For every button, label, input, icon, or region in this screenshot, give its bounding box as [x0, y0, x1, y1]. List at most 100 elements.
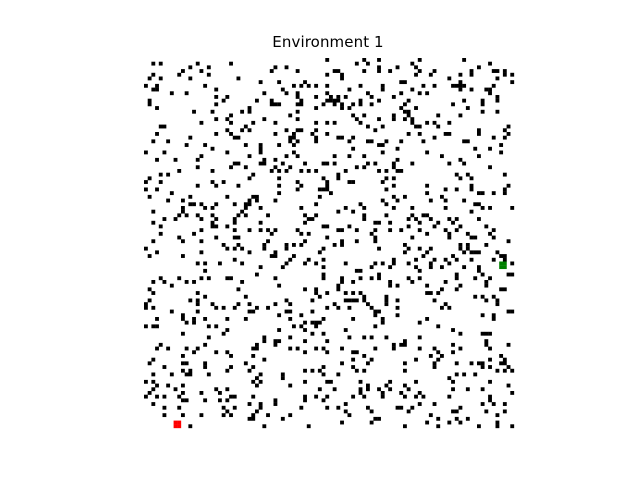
obstacle-cell	[373, 416, 378, 421]
obstacle-cell	[469, 235, 474, 240]
obstacle-cell	[447, 376, 452, 381]
obstacle-cell	[373, 228, 378, 233]
obstacle-cell	[414, 106, 418, 110]
obstacle-cell	[354, 368, 359, 373]
obstacle-cell	[188, 194, 193, 199]
obstacle-cell	[262, 335, 267, 340]
obstacle-cell	[162, 124, 167, 129]
obstacle-cell	[377, 143, 381, 147]
obstacle-cell	[369, 305, 374, 310]
obstacle-cell	[158, 231, 163, 236]
obstacle-cell	[177, 235, 182, 240]
obstacle-cell	[469, 87, 474, 92]
obstacle-cell	[262, 243, 267, 247]
obstacle-cell	[310, 331, 315, 336]
obstacle-cell	[391, 165, 396, 170]
obstacle-cell	[262, 157, 267, 162]
obstacle-cell	[169, 372, 174, 377]
obstacle-cell	[465, 231, 470, 236]
obstacle-cell	[447, 394, 452, 399]
obstacle-cell	[443, 187, 448, 192]
obstacle-cell	[258, 146, 263, 151]
obstacle-cell	[417, 220, 422, 225]
obstacle-cell	[469, 209, 474, 214]
obstacle-cell	[206, 276, 211, 281]
obstacle-cell	[243, 317, 248, 321]
obstacle-cell	[325, 91, 330, 96]
obstacle-cell	[358, 202, 363, 207]
obstacle-cell	[273, 402, 278, 406]
obstacle-cell	[247, 128, 252, 133]
obstacle-cell	[436, 220, 441, 225]
obstacle-cell	[443, 302, 448, 307]
obstacle-cell	[369, 409, 374, 414]
obstacle-cell	[221, 405, 226, 410]
obstacle-cell	[336, 135, 341, 140]
obstacle-cell	[391, 95, 396, 99]
obstacle-cell	[380, 320, 385, 325]
obstacle-cell	[451, 328, 455, 332]
obstacle-cell	[491, 235, 496, 240]
obstacle-cell	[151, 139, 156, 144]
obstacle-cell	[192, 109, 196, 114]
obstacle-cell	[280, 265, 285, 270]
obstacle-cell	[203, 342, 208, 347]
obstacle-cell	[347, 298, 352, 303]
obstacle-cell	[343, 169, 348, 173]
obstacle-cell	[169, 309, 174, 314]
obstacle-cell	[325, 187, 330, 192]
obstacle-cell	[288, 113, 293, 118]
obstacle-cell	[373, 309, 378, 314]
obstacle-cell	[255, 98, 259, 103]
obstacle-cell	[340, 361, 344, 366]
obstacle-cell	[403, 361, 407, 366]
obstacle-cell	[488, 365, 492, 369]
obstacle-cell	[181, 206, 185, 210]
obstacle-cell	[303, 239, 307, 244]
obstacle-cell	[510, 80, 515, 85]
obstacle-cell	[495, 95, 500, 99]
obstacle-cell	[236, 213, 241, 218]
obstacle-cell	[321, 176, 326, 181]
obstacle-cell	[451, 102, 455, 107]
obstacle-cell	[506, 272, 511, 277]
figure-title: Environment 1	[272, 33, 384, 51]
obstacle-cell	[269, 102, 274, 107]
obstacle-cell	[269, 254, 274, 258]
obstacle-cell	[332, 387, 337, 392]
obstacle-cell	[314, 287, 319, 292]
obstacle-cell	[410, 206, 415, 210]
obstacle-cell	[403, 339, 407, 344]
obstacle-cell	[510, 72, 515, 77]
obstacle-cell	[377, 309, 381, 314]
obstacle-cell	[410, 87, 415, 92]
obstacle-cell	[414, 257, 418, 262]
obstacle-cell	[347, 224, 352, 229]
obstacle-cell	[425, 250, 430, 255]
obstacle-cell	[502, 128, 507, 133]
obstacle-cell	[269, 169, 274, 173]
obstacle-cell	[432, 83, 437, 88]
obstacle-cell	[258, 402, 263, 406]
obstacle-cell	[469, 69, 474, 73]
goal-marker	[502, 261, 507, 266]
obstacle-cell	[410, 120, 415, 125]
obstacle-cell	[369, 231, 374, 236]
obstacle-cell	[325, 394, 330, 399]
obstacle-cell	[288, 309, 293, 314]
obstacle-cell	[214, 350, 219, 355]
obstacle-cell	[354, 165, 359, 170]
obstacle-cell	[354, 350, 359, 355]
obstacle-cell	[162, 150, 167, 155]
obstacle-cell	[454, 228, 459, 233]
obstacle-cell	[477, 65, 481, 70]
obstacle-cell	[488, 357, 492, 362]
obstacle-cell	[477, 202, 481, 207]
obstacle-cell	[410, 161, 415, 166]
goal-marker	[502, 265, 507, 270]
obstacle-cell	[199, 202, 204, 207]
obstacle-cell	[284, 169, 289, 173]
obstacle-cell	[417, 276, 422, 281]
obstacle-cell	[465, 106, 470, 110]
obstacle-cell	[306, 169, 311, 173]
